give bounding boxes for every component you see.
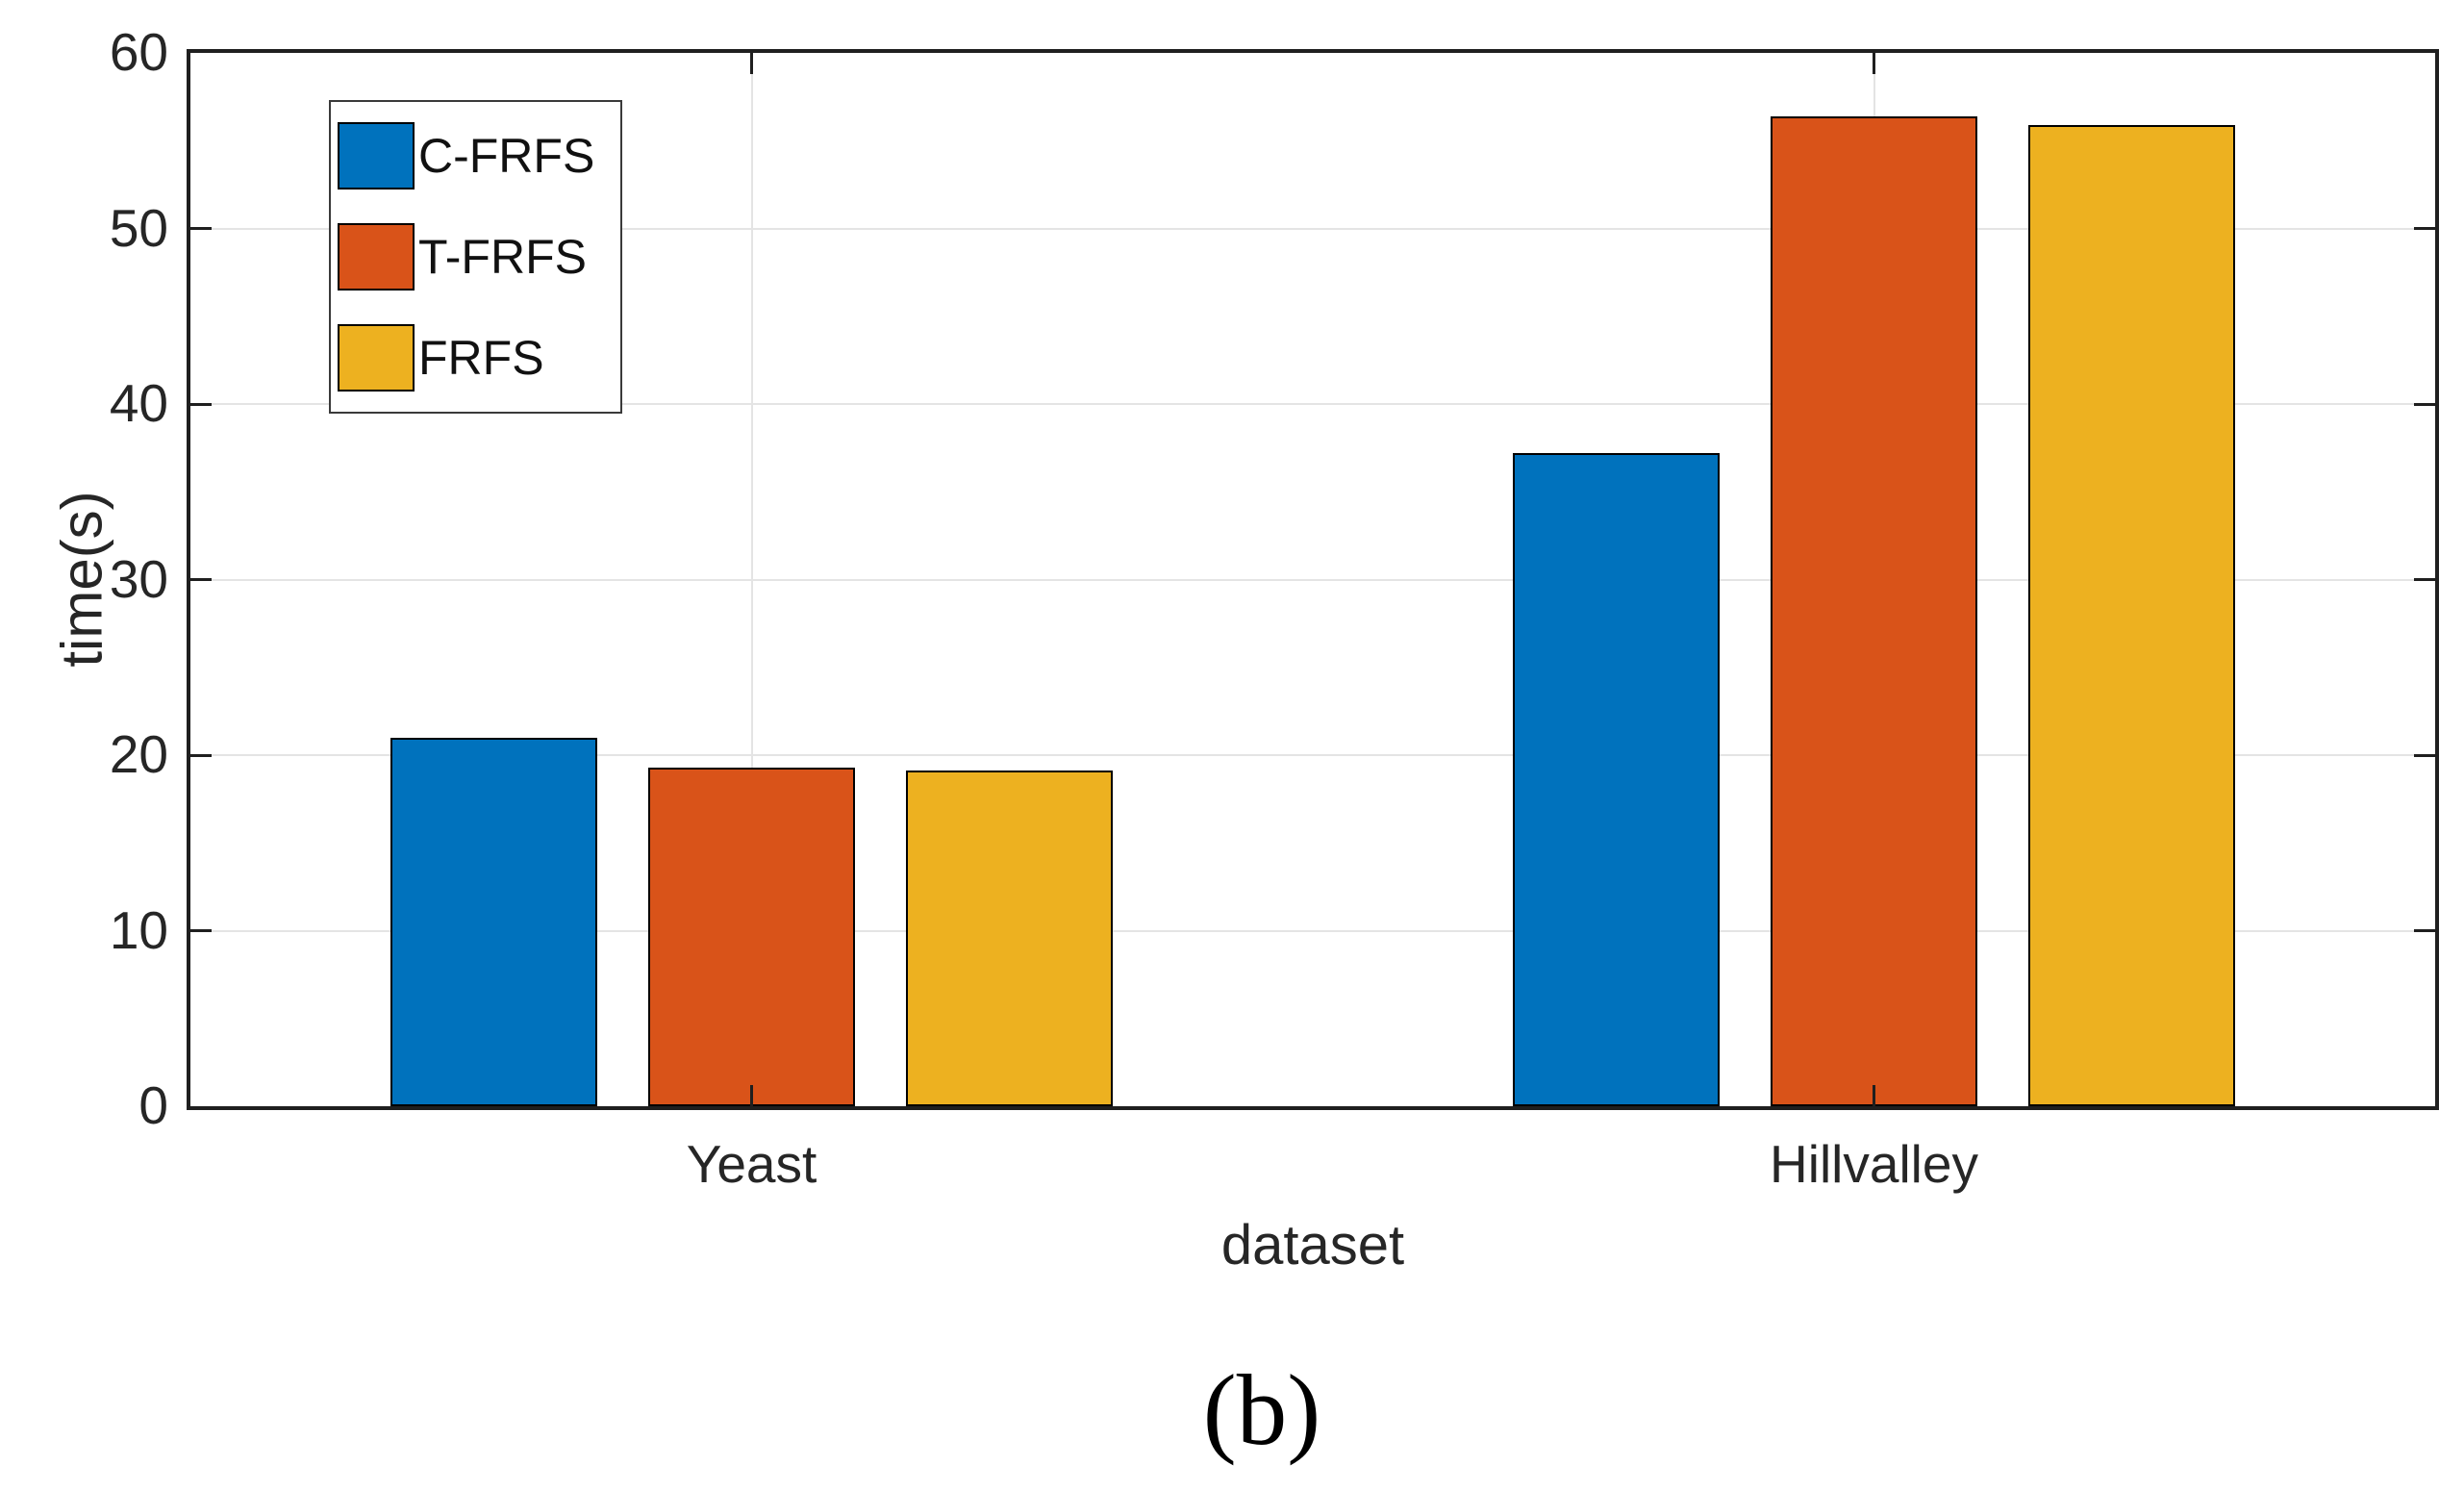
gridline-x-yeast: [750, 53, 753, 1106]
x-tick-label-yeast: Yeast: [686, 1134, 817, 1194]
bar-yeast-frfs: [906, 771, 1113, 1106]
legend-label-c-frfs: C-FRFS: [418, 129, 595, 183]
bar-hillvalley-t-frfs: [1771, 115, 1977, 1106]
legend-row-frfs: FRFS: [331, 324, 620, 392]
y-tick-label-0: 0: [138, 1075, 168, 1135]
gridline-y-40: [190, 403, 2435, 405]
bar-hillvalley-c-frfs: [1513, 453, 1720, 1106]
legend-row-t-frfs: T-FRFS: [331, 223, 620, 291]
bar-yeast-t-frfs: [648, 767, 855, 1106]
bar-layer: [190, 53, 2435, 1106]
y-tick-label-20: 20: [109, 724, 168, 784]
gridline-y-50: [190, 227, 2435, 230]
bar-yeast-c-frfs: [390, 737, 597, 1106]
x-tick-label-hillvalley: Hillvalley: [1770, 1134, 1978, 1194]
legend-row-c-frfs: C-FRFS: [331, 122, 620, 190]
y-tick-label-50: 50: [109, 197, 168, 258]
figure-caption: (b): [1202, 1353, 1321, 1466]
y-tick-label-30: 30: [109, 548, 168, 609]
y-tick-label-10: 10: [109, 899, 168, 960]
gridline-y-10: [190, 929, 2435, 932]
gridline-y-30: [190, 578, 2435, 581]
legend-label-frfs: FRFS: [418, 331, 544, 385]
legend-box: C-FRFS T-FRFS FRFS: [329, 100, 622, 414]
legend-swatch-frfs: [338, 324, 415, 392]
y-tick-label-60: 60: [109, 22, 168, 82]
legend-swatch-c-frfs: [338, 122, 415, 190]
legend-label-t-frfs: T-FRFS: [418, 230, 587, 284]
x-axis-title: dataset: [1220, 1214, 1405, 1276]
bar-hillvalley-frfs: [2028, 124, 2235, 1106]
plot-area: [187, 49, 2439, 1110]
legend-swatch-t-frfs: [338, 223, 415, 291]
y-tick-label-40: 40: [109, 373, 168, 433]
gridline-y-20: [190, 754, 2435, 756]
